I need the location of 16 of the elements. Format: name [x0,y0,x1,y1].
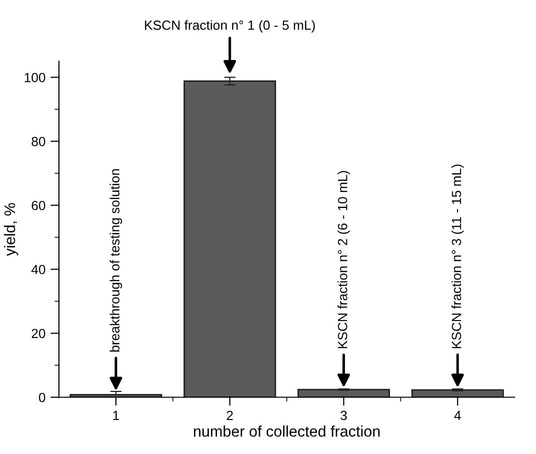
y-tick-label: 20 [32,328,46,338]
x-tick-label: 3 [340,410,347,420]
annotation: KSCN fraction n° 1 (0 - 5 mL) [145,20,315,32]
y-tick-label: 60 [32,200,46,210]
y-tick-label: 100 [24,72,46,82]
y-axis-title: yield, % [4,203,18,256]
x-axis-title: number of collected fraction [194,426,380,437]
x-tick-label: 4 [454,410,461,420]
y-tick-label: 0 [38,392,46,402]
x-tick-label: 1 [113,410,119,420]
annotation: KSCN fraction n° 3 (11 - 15 mL) [451,164,464,348]
y-tick-label: 80 [32,136,46,146]
annotation: breakthrough of testing solution [110,169,122,352]
y-tick-label: 40 [31,264,46,274]
annotation: KSCN fraction n° 2 (6 - 10 mL) [338,171,350,348]
x-tick-label: 2 [226,410,233,420]
